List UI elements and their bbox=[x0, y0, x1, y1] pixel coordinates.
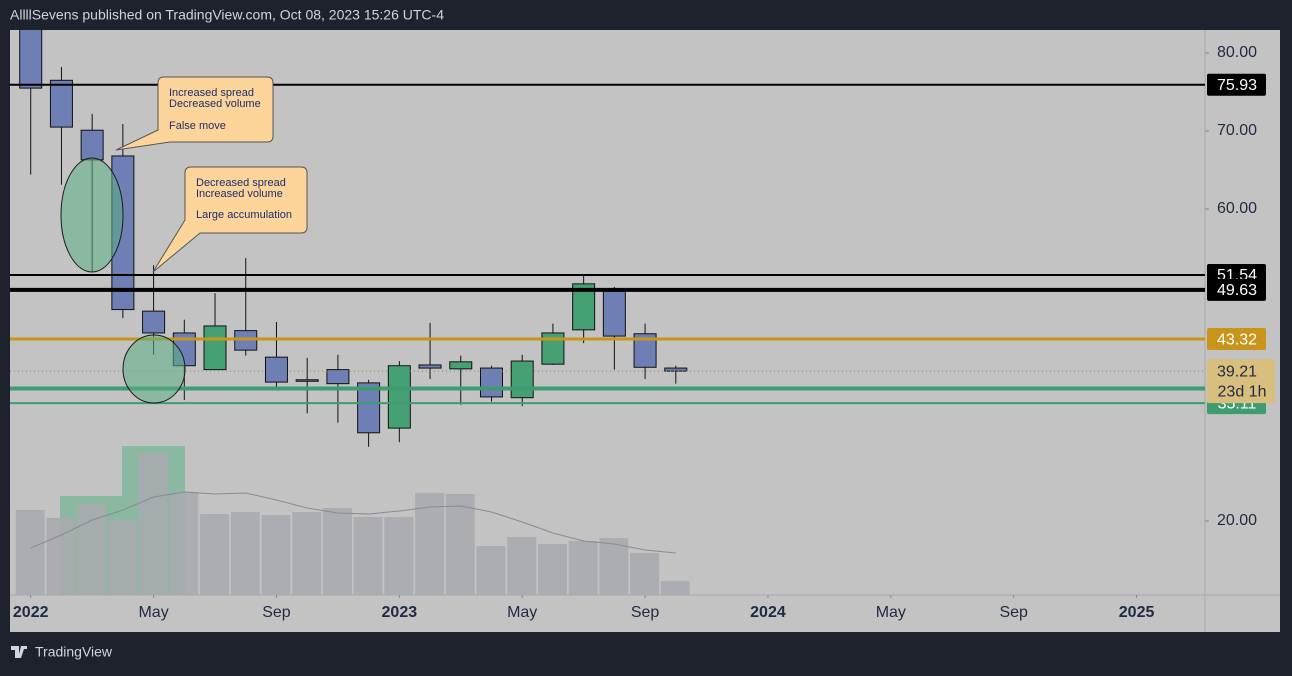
volume-bar bbox=[138, 453, 168, 595]
x-tick-label: Sep bbox=[631, 604, 660, 621]
x-tick-label: May bbox=[507, 604, 537, 621]
last-price-label: 39.21 bbox=[1217, 363, 1257, 380]
y-tick-label: 60.00 bbox=[1217, 200, 1257, 217]
level-label: 75.93 bbox=[1217, 77, 1257, 94]
callout bbox=[115, 76, 274, 151]
volume-bar bbox=[476, 546, 506, 595]
volume-bar bbox=[15, 510, 45, 595]
volume-bar bbox=[599, 538, 629, 595]
candle-body bbox=[295, 379, 319, 382]
highlight-ellipse bbox=[122, 334, 186, 404]
callout-text: Decreased spread bbox=[196, 177, 286, 189]
annotations: Increased spread Decreased volume False … bbox=[60, 76, 308, 404]
x-tick-label: Sep bbox=[999, 604, 1028, 621]
candle-body bbox=[387, 365, 411, 429]
volume-bar bbox=[630, 553, 660, 595]
volume-bar bbox=[46, 518, 76, 595]
volume-bar bbox=[384, 517, 414, 595]
x-tick-label: 2025 bbox=[1119, 604, 1155, 621]
volume-bar bbox=[292, 512, 322, 595]
volume-bar bbox=[261, 515, 291, 595]
countdown-label: 23d 1h bbox=[1218, 383, 1267, 400]
volume-bar bbox=[660, 581, 690, 595]
candle-body bbox=[633, 333, 657, 368]
level-label-box bbox=[1207, 278, 1266, 301]
candle-body bbox=[326, 369, 350, 385]
x-tick-label: May bbox=[876, 604, 906, 621]
candle-body bbox=[49, 79, 73, 128]
y-tick-label: 20.00 bbox=[1217, 512, 1257, 529]
candle-body bbox=[19, 30, 43, 89]
candle-body bbox=[449, 361, 473, 370]
candle-body bbox=[80, 129, 104, 161]
brand-logo bbox=[11, 646, 27, 658]
volume-ma bbox=[30, 491, 676, 554]
plot bbox=[15, 30, 690, 595]
y-tick-label: 80.00 bbox=[1217, 44, 1257, 61]
volume-bar bbox=[322, 508, 352, 595]
volume-bar bbox=[353, 517, 383, 595]
callout-text: Increased volume bbox=[196, 188, 283, 200]
volume-bar bbox=[445, 494, 475, 595]
candle-body bbox=[203, 325, 227, 371]
x-tick-label: May bbox=[138, 604, 168, 621]
header-title: AllllSevens published on TradingView.com… bbox=[10, 7, 444, 23]
candle-body bbox=[264, 356, 288, 383]
candle-body bbox=[664, 367, 688, 372]
candle-body bbox=[357, 382, 381, 434]
volume-bar bbox=[230, 512, 260, 595]
volume-bar bbox=[537, 544, 567, 595]
candle-body bbox=[418, 364, 442, 369]
brand-name: TradingView bbox=[35, 644, 113, 660]
level-label: 43.32 bbox=[1217, 331, 1257, 348]
volume-bar bbox=[507, 537, 537, 595]
callout-text: Increased spread bbox=[169, 87, 254, 99]
candle-body bbox=[602, 290, 626, 337]
callout bbox=[152, 166, 308, 273]
volume-bar bbox=[77, 504, 107, 595]
candle-body bbox=[479, 367, 503, 398]
volume-bar bbox=[415, 493, 445, 595]
last-price-box bbox=[1207, 359, 1275, 404]
candle-body bbox=[572, 283, 596, 331]
volume-bar bbox=[107, 520, 137, 595]
x-tick-label: 2024 bbox=[750, 604, 786, 621]
candle-body bbox=[510, 360, 534, 399]
callout-text: Decreased volume bbox=[169, 98, 261, 110]
level-label: 49.63 bbox=[1217, 282, 1257, 299]
x-tick-label: 2022 bbox=[13, 604, 49, 621]
brand: TradingView bbox=[11, 644, 113, 660]
volume-bar bbox=[169, 492, 199, 595]
candle-body bbox=[142, 310, 166, 334]
x-tick-label: Sep bbox=[262, 604, 291, 621]
volume-bar bbox=[568, 541, 598, 595]
level-label-box bbox=[1207, 328, 1266, 351]
candle-body bbox=[541, 332, 565, 365]
callout-text: Large accumulation bbox=[196, 209, 292, 221]
x-tick-label: 2023 bbox=[382, 604, 418, 621]
highlight-ellipse bbox=[60, 157, 124, 273]
callout-text: False move bbox=[169, 120, 226, 132]
y-tick-label: 70.00 bbox=[1217, 122, 1257, 139]
volume-bar bbox=[200, 514, 230, 595]
level-label-box bbox=[1207, 73, 1266, 96]
